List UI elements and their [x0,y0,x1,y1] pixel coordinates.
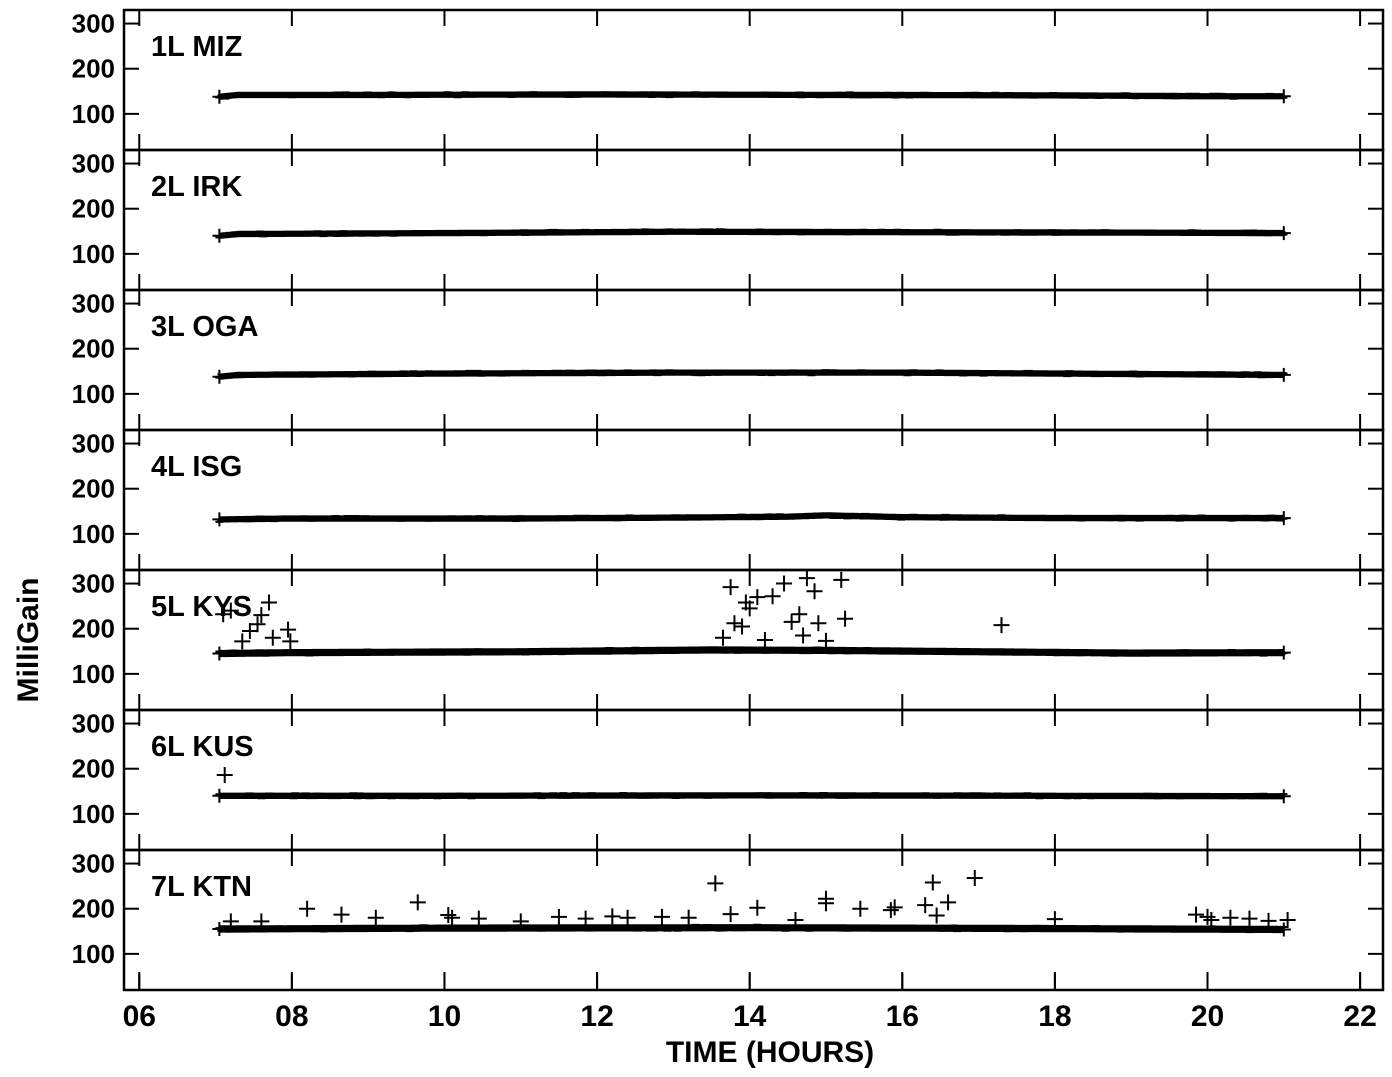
baseline-band [215,792,1287,799]
y-tick-label: 200 [72,194,115,224]
x-tick-label: 12 [580,1000,613,1033]
station-label: 7L KTN [151,871,252,903]
y-axis-title: MilliGain [12,577,45,702]
y-tick-label: 200 [72,754,115,784]
x-tick-label: 08 [275,1000,308,1033]
x-tick-label: 20 [1191,1000,1224,1033]
station-label: 6L KUS [151,731,254,763]
x-tick-label: 10 [428,1000,461,1033]
station-label: 3L OGA [151,311,258,343]
y-tick-label: 100 [72,939,115,969]
y-tick-label: 300 [72,569,115,599]
y-tick-label: 100 [72,659,115,689]
y-tick-label: 200 [72,54,115,84]
y-tick-label: 300 [72,149,115,179]
x-tick-label: 18 [1038,1000,1071,1033]
x-tick-label: 16 [886,1000,919,1033]
y-tick-label: 300 [72,9,115,39]
y-tick-label: 100 [72,379,115,409]
x-tick-label: 14 [733,1000,767,1033]
station-label: 5L KYS [151,591,252,623]
station-label: 1L MIZ [151,31,242,63]
y-tick-label: 300 [72,849,115,879]
x-tick-label: 06 [123,1000,156,1033]
station-label: 4L ISG [151,451,242,483]
y-tick-label: 300 [72,289,115,319]
y-tick-label: 300 [72,709,115,739]
x-axis-title: TIME (HOURS) [666,1036,874,1069]
y-tick-label: 100 [72,239,115,269]
y-tick-label: 300 [72,429,115,459]
x-tick-label: 22 [1343,1000,1376,1033]
y-tick-label: 100 [72,519,115,549]
station-label: 2L IRK [151,171,242,203]
y-tick-label: 200 [72,894,115,924]
y-tick-label: 200 [72,334,115,364]
y-tick-label: 100 [72,99,115,129]
y-tick-label: 100 [72,799,115,829]
y-tick-label: 200 [72,614,115,644]
y-tick-label: 200 [72,474,115,504]
